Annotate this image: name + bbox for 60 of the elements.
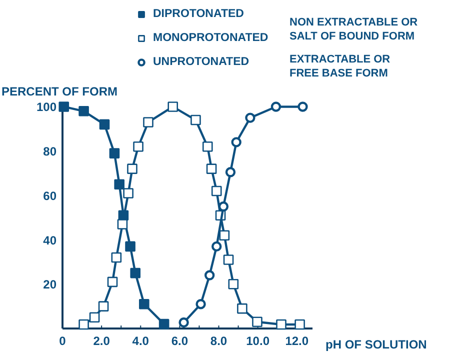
x-tick-label: 10.0 bbox=[246, 334, 270, 348]
legend-label: DIPROTONATED bbox=[153, 7, 244, 22]
point bbox=[252, 316, 262, 327]
point bbox=[298, 102, 308, 112]
point bbox=[89, 312, 100, 323]
point bbox=[78, 319, 89, 330]
point bbox=[245, 112, 256, 123]
point bbox=[231, 137, 242, 148]
point bbox=[114, 179, 124, 190]
point bbox=[133, 141, 144, 152]
point bbox=[211, 186, 222, 196]
x-tick-label: 4.0 bbox=[132, 334, 150, 348]
point bbox=[127, 164, 138, 174]
x-tick-label: 2.0 bbox=[93, 334, 110, 348]
point bbox=[143, 117, 154, 128]
point bbox=[196, 299, 206, 310]
y-tick-label: 60 bbox=[43, 188, 57, 203]
legend-label: UNPROTONATED bbox=[153, 55, 250, 70]
text: EXTRACTABLE OR FREE BASE FORM bbox=[290, 54, 390, 80]
point bbox=[204, 270, 215, 280]
point bbox=[223, 254, 234, 265]
text: NON EXTRACTABLE OR SALT OF BOUND FORM bbox=[290, 16, 418, 42]
y-tick-label: 40 bbox=[43, 233, 57, 248]
y-tick-label: 20 bbox=[43, 278, 57, 292]
legend-label: MONOPROTONATED bbox=[153, 31, 268, 46]
point bbox=[228, 278, 239, 290]
point bbox=[190, 114, 201, 126]
point bbox=[294, 319, 305, 330]
point bbox=[158, 318, 170, 330]
x-tick-label: 0 bbox=[59, 334, 66, 348]
point bbox=[178, 317, 189, 328]
point bbox=[111, 252, 122, 263]
y-axis-title: PERCENT OF FORM bbox=[2, 84, 118, 98]
x-tick-label: 12.0 bbox=[285, 334, 309, 348]
y-tick-label: 80 bbox=[43, 144, 57, 159]
point bbox=[212, 241, 222, 252]
point bbox=[202, 141, 213, 152]
point bbox=[123, 188, 134, 198]
point bbox=[99, 119, 110, 130]
point bbox=[276, 319, 286, 330]
y-tick-label: 100 bbox=[36, 100, 57, 114]
point bbox=[270, 102, 282, 112]
point bbox=[109, 148, 120, 158]
point bbox=[168, 102, 178, 112]
point bbox=[237, 303, 248, 314]
x-axis-title: pH OF SOLUTION bbox=[326, 338, 427, 352]
x-tick-label: 6.0 bbox=[171, 334, 188, 348]
point bbox=[219, 230, 230, 240]
point bbox=[78, 106, 89, 116]
point bbox=[218, 201, 229, 212]
point bbox=[107, 276, 118, 288]
point bbox=[125, 241, 136, 252]
point bbox=[130, 268, 140, 278]
point bbox=[206, 164, 217, 174]
x-tick-label: 8.0 bbox=[210, 334, 228, 348]
point bbox=[138, 298, 150, 310]
point bbox=[117, 219, 128, 230]
point bbox=[225, 167, 236, 178]
point bbox=[98, 301, 109, 312]
point bbox=[58, 102, 70, 112]
